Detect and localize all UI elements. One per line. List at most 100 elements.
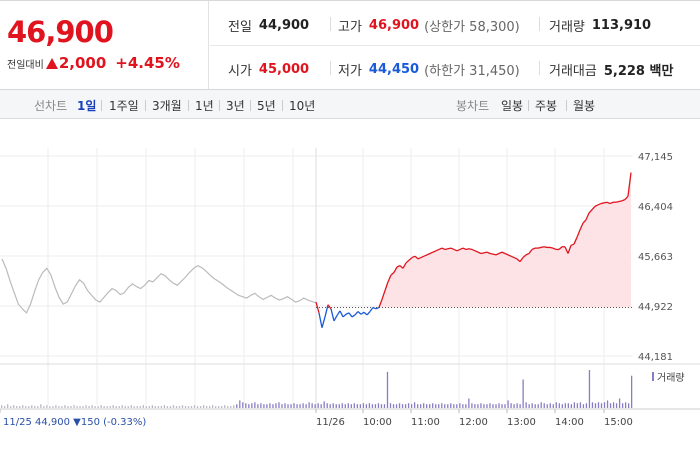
volume-bar — [221, 406, 223, 408]
tab-separator — [566, 100, 567, 111]
volume-bar — [272, 404, 274, 408]
volume-bar — [85, 405, 87, 408]
today-segment — [345, 312, 350, 315]
today-segment — [318, 312, 323, 328]
volume-bar — [362, 403, 365, 408]
volume-bar — [293, 403, 295, 408]
today-segment — [570, 243, 575, 246]
volume-bar — [43, 406, 45, 408]
volume-bar — [480, 403, 482, 408]
volume-bar — [338, 404, 340, 408]
today-segment — [426, 252, 431, 256]
volume-bar — [459, 403, 461, 408]
today-segment — [516, 258, 521, 263]
today-segment — [594, 204, 599, 207]
volume-bar — [181, 405, 184, 408]
volume-bars — [1, 370, 633, 408]
volume-bar — [284, 403, 286, 408]
today-segment — [432, 250, 437, 253]
volume-bar — [7, 404, 9, 408]
tab-monthly-candle[interactable]: 월봉 — [573, 99, 596, 113]
today-segment — [603, 201, 608, 204]
volume-bar — [302, 403, 304, 408]
volume-bar — [115, 406, 117, 408]
amount-value: 5,228 백만 — [603, 64, 674, 79]
volume-cell: 거래량 113,910 — [549, 16, 651, 35]
volume-bar — [58, 406, 60, 408]
tab-5year[interactable]: 5년 — [257, 99, 276, 113]
today-segment — [531, 247, 536, 251]
tab-separator — [528, 100, 529, 111]
volume-bar — [103, 406, 105, 408]
volume-bar — [260, 403, 262, 408]
volume-bar — [19, 406, 21, 408]
volume-bar — [380, 404, 383, 408]
tab-separator — [188, 100, 189, 111]
volume-bar — [163, 405, 166, 408]
volume-bar — [350, 404, 352, 408]
today-segment — [321, 316, 326, 328]
today-segment — [423, 254, 428, 257]
volume-bar — [332, 403, 334, 408]
price-box: 46,900 전일대비 2,000 +4.45% — [0, 1, 209, 89]
volume-bar — [4, 406, 6, 408]
volume-bar — [16, 406, 18, 408]
volume-bar — [31, 405, 33, 408]
today-segment — [489, 252, 494, 255]
today-segment — [384, 281, 389, 291]
y-axis-labels: 47,145 46,404 45,663 44,922 44,181 — [638, 152, 673, 363]
quote-summary: 46,900 전일대비 2,000 +4.45% 전일 44,900 고가 46… — [0, 0, 700, 90]
volume-bar — [609, 403, 612, 408]
today-segment — [429, 251, 434, 255]
volume-bar — [462, 404, 464, 408]
tab-1week[interactable]: 1주일 — [109, 99, 139, 113]
volume-bar — [519, 404, 521, 408]
today-segment — [324, 304, 329, 318]
today-segment — [621, 198, 626, 202]
volume-bar — [516, 403, 518, 408]
volume-bar — [133, 406, 135, 408]
y-tick-label: 46,404 — [638, 202, 673, 213]
volume-bar — [314, 404, 316, 408]
y-tick-label: 44,181 — [638, 352, 673, 363]
tab-3year[interactable]: 3년 — [226, 99, 245, 113]
volume-bar — [477, 404, 479, 408]
high-label: 고가 — [338, 20, 362, 35]
today-segment — [411, 255, 416, 259]
volume-bar — [178, 406, 181, 408]
volume-bar — [73, 405, 75, 408]
tab-daily-candle[interactable]: 일봉 — [501, 99, 524, 113]
volume-bar — [401, 404, 404, 408]
volume-bar — [166, 406, 169, 408]
volume-bar — [55, 405, 57, 408]
today-segment — [519, 257, 524, 262]
tab-weekly-candle[interactable]: 주봉 — [535, 99, 558, 113]
cell-separator — [539, 61, 540, 75]
today-segment — [528, 249, 533, 254]
tab-1year[interactable]: 1년 — [195, 99, 214, 113]
today-segment — [399, 265, 404, 269]
high-cell: 고가 46,900 (상한가 58,300) — [338, 16, 520, 35]
volume-bar — [438, 404, 440, 408]
today-segment — [342, 313, 347, 318]
volume-bar — [404, 404, 407, 408]
volume-bar — [558, 403, 560, 408]
today-segment — [459, 247, 464, 251]
x-tick-label: 15:00 — [604, 417, 633, 428]
tab-3month[interactable]: 3개월 — [152, 99, 182, 113]
x-tick-label: 14:00 — [555, 417, 584, 428]
volume-bar — [365, 404, 368, 408]
amount-cell: 거래대금 5,228 백만 — [549, 60, 673, 79]
today-segment — [381, 290, 386, 300]
volume-bar — [320, 404, 322, 408]
volume-bar — [582, 404, 585, 408]
tab-1day[interactable]: 1일 — [77, 99, 97, 113]
today-segment — [627, 172, 632, 197]
volume-bar — [368, 403, 371, 408]
today-segment — [597, 202, 602, 206]
today-area — [316, 172, 631, 308]
change-percent: +4.45% — [115, 54, 180, 72]
volume-bar — [344, 404, 346, 408]
volume-bar — [34, 406, 36, 408]
tab-10year[interactable]: 10년 — [289, 99, 316, 113]
